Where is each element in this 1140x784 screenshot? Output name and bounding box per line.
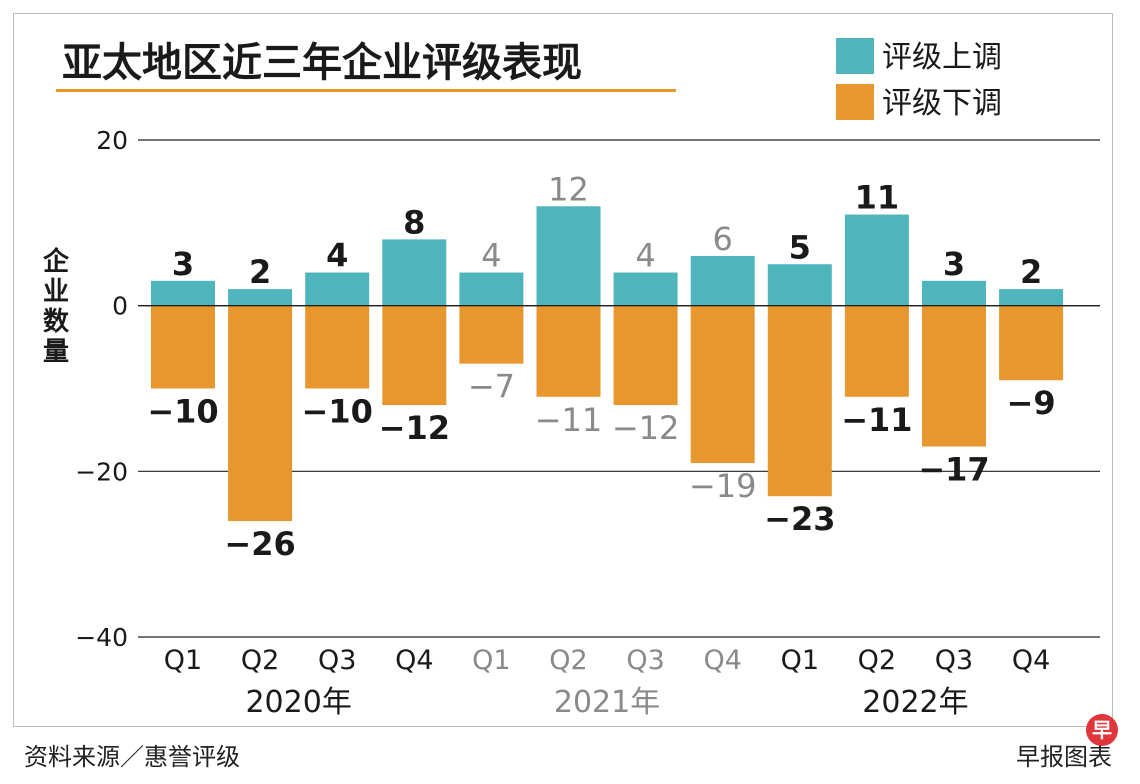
legend-label-up: 评级上调: [882, 40, 1002, 75]
data-label-upgrade: 2: [249, 253, 271, 291]
y-tick-label: 20: [96, 126, 128, 155]
data-label-upgrade: 8: [403, 203, 425, 241]
bar-upgrade: [459, 272, 524, 306]
y-tick-label: −20: [75, 457, 128, 486]
x-tick-label: Q3: [318, 645, 356, 676]
chart-frame: [13, 13, 1113, 727]
data-label-upgrade: 3: [172, 245, 194, 283]
legend-swatch-up: [836, 38, 874, 74]
bar-downgrade: [536, 305, 601, 397]
data-label-downgrade: −10: [147, 393, 218, 431]
data-label-upgrade: 6: [713, 220, 733, 258]
chart-title: 亚太地区近三年企业评级表现: [62, 40, 582, 86]
data-label-downgrade: −9: [1007, 384, 1056, 422]
data-label-upgrade: 12: [548, 170, 589, 208]
data-label-downgrade: −11: [535, 401, 603, 439]
x-tick-label: Q4: [703, 645, 741, 676]
title-underline: [56, 89, 676, 92]
x-year-label: 2020年: [245, 685, 351, 720]
data-label-downgrade: −12: [612, 409, 680, 447]
bar-downgrade: [767, 305, 832, 497]
bar-upgrade: [999, 289, 1064, 306]
data-label-downgrade: −17: [918, 450, 989, 488]
x-tick-label: Q2: [858, 645, 896, 676]
bar-downgrade: [999, 305, 1064, 381]
bar-downgrade: [844, 305, 909, 397]
bar-upgrade: [536, 206, 601, 306]
x-tick-label: Q4: [1012, 645, 1050, 676]
x-tick-label: Q3: [935, 645, 973, 676]
x-tick-label: Q4: [395, 645, 433, 676]
y-tick-label: 0: [112, 292, 128, 321]
bar-upgrade: [382, 239, 447, 306]
data-label-downgrade: −12: [379, 409, 450, 447]
bar-downgrade: [690, 305, 755, 464]
bar-upgrade: [228, 289, 293, 306]
data-label-upgrade: 4: [481, 237, 501, 275]
x-year-label: 2021年: [554, 685, 660, 720]
source-note: 资料来源／惠誉评级: [24, 743, 240, 771]
zaobao-logo: 早: [1086, 714, 1118, 746]
y-axis-label: 企业数量: [43, 246, 70, 367]
bar-upgrade: [690, 255, 755, 306]
y-axis-label-char: 数: [43, 307, 70, 337]
y-tick-label: −40: [75, 623, 128, 652]
x-tick-label: Q3: [626, 645, 664, 676]
data-label-upgrade: 11: [855, 179, 900, 217]
x-year-label: 2022年: [862, 685, 968, 720]
data-label-downgrade: −7: [468, 368, 515, 406]
data-label-upgrade: 2: [1020, 253, 1042, 291]
x-tick-label: Q1: [164, 645, 202, 676]
bar-upgrade: [767, 264, 832, 306]
bar-upgrade: [844, 214, 909, 306]
bar-downgrade: [228, 305, 293, 522]
bar-downgrade: [305, 305, 370, 389]
bar-upgrade: [613, 272, 678, 306]
x-tick-label: Q2: [549, 645, 587, 676]
x-tick-label: Q1: [781, 645, 819, 676]
bar-downgrade: [922, 305, 986, 447]
bar-downgrade: [613, 305, 678, 406]
data-label-upgrade: 3: [943, 245, 965, 283]
bar-upgrade: [151, 280, 215, 306]
legend-label-down: 评级下调: [882, 86, 1002, 121]
legend-swatch-down: [836, 84, 874, 120]
credit-note: 早报图表: [1016, 743, 1112, 771]
data-label-downgrade: −10: [302, 393, 373, 431]
data-label-upgrade: 5: [789, 228, 811, 266]
bar-downgrade: [459, 305, 524, 364]
data-label-upgrade: 4: [635, 237, 655, 275]
data-label-downgrade: −19: [689, 467, 757, 505]
data-label-downgrade: −23: [764, 500, 835, 538]
bar-downgrade: [151, 305, 215, 389]
y-axis-label-char: 企: [43, 246, 70, 277]
bar-upgrade: [305, 272, 370, 306]
y-axis-label-char: 业: [43, 277, 69, 307]
bar-upgrade: [922, 280, 986, 306]
y-axis-label-char: 量: [43, 337, 69, 367]
data-label-upgrade: 4: [326, 237, 348, 275]
x-tick-label: Q1: [472, 645, 510, 676]
data-label-downgrade: −26: [224, 525, 295, 563]
x-tick-label: Q2: [241, 645, 279, 676]
bar-downgrade: [382, 305, 447, 406]
data-label-downgrade: −11: [841, 401, 912, 439]
